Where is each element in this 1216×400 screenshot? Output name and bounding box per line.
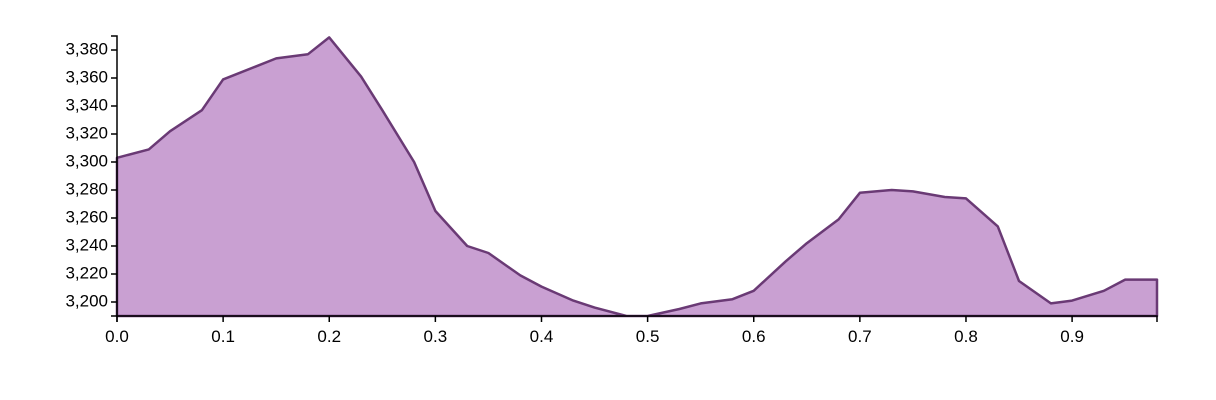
x-tick-label: 0.2 xyxy=(317,327,341,346)
y-tick-label: 3,260 xyxy=(65,207,108,226)
x-tick-label: 0.3 xyxy=(424,327,448,346)
area-fill xyxy=(117,37,1157,317)
x-tick-label: 0.1 xyxy=(211,327,235,346)
y-tick-label: 3,320 xyxy=(65,123,108,142)
x-tick-label: 0.9 xyxy=(1060,327,1084,346)
y-tick-label: 3,220 xyxy=(65,263,108,282)
x-axis: 0.0 0.1 0.2 0.3 0.4 0.5 0.6 0.7 0.8 0.9 xyxy=(105,315,1158,346)
y-tick-label: 3,280 xyxy=(65,179,108,198)
y-tick-label: 3,380 xyxy=(65,39,108,58)
x-tick-label: 0.0 xyxy=(105,327,129,346)
x-tick-label: 0.5 xyxy=(636,327,660,346)
x-tick-label: 0.7 xyxy=(848,327,872,346)
y-axis: 3,200 3,220 3,240 3,260 3,280 3,300 3,320 3,340… xyxy=(65,35,118,317)
y-tick-label: 3,360 xyxy=(65,67,108,86)
y-tick-label: 3,300 xyxy=(65,151,108,170)
plot-area xyxy=(115,36,1159,318)
y-axis-line xyxy=(111,35,118,317)
y-tick-label: 3,340 xyxy=(65,95,108,114)
y-tick-label: 3,200 xyxy=(65,291,108,310)
x-tick-label: 0.6 xyxy=(742,327,766,346)
x-tick-label: 0.8 xyxy=(954,327,978,346)
y-tick-label: 3,240 xyxy=(65,235,108,254)
x-tick-label: 0.4 xyxy=(530,327,554,346)
